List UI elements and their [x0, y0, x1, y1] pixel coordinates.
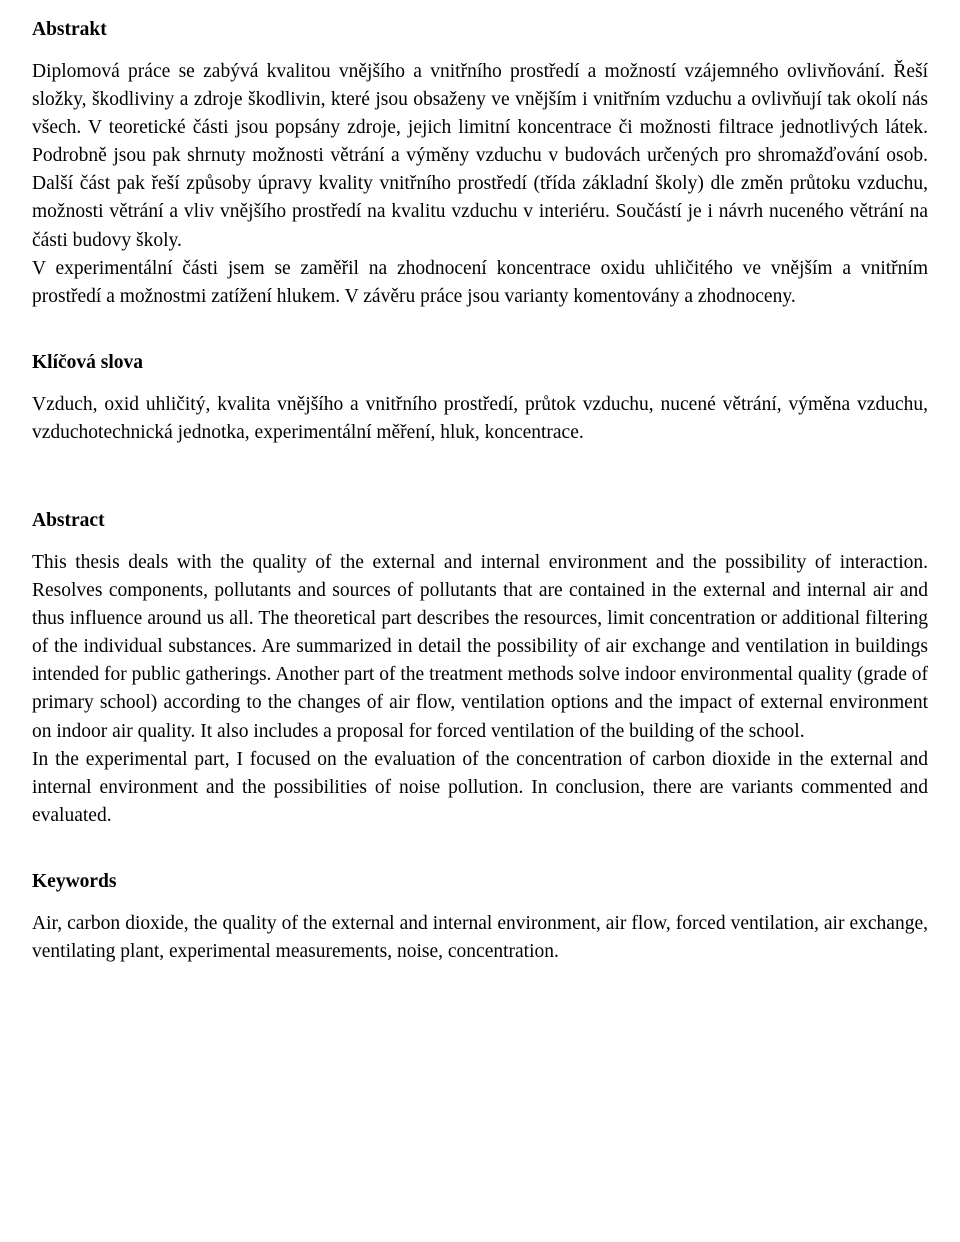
abstrakt-paragraph-2: V experimentální části jsem se zaměřil n… — [32, 255, 928, 311]
heading-klicova-slova: Klíčová slova — [32, 349, 928, 377]
abstract-paragraph-1: This thesis deals with the quality of th… — [32, 549, 928, 746]
heading-abstrakt: Abstrakt — [32, 16, 928, 44]
heading-abstract: Abstract — [32, 507, 928, 535]
abstract-paragraph-2: In the experimental part, I focused on t… — [32, 746, 928, 830]
keywords-text: Air, carbon dioxide, the quality of the … — [32, 910, 928, 966]
klicova-slova-text: Vzduch, oxid uhličitý, kvalita vnějšího … — [32, 391, 928, 447]
heading-keywords: Keywords — [32, 868, 928, 896]
abstrakt-paragraph-1: Diplomová práce se zabývá kvalitou vnějš… — [32, 58, 928, 255]
